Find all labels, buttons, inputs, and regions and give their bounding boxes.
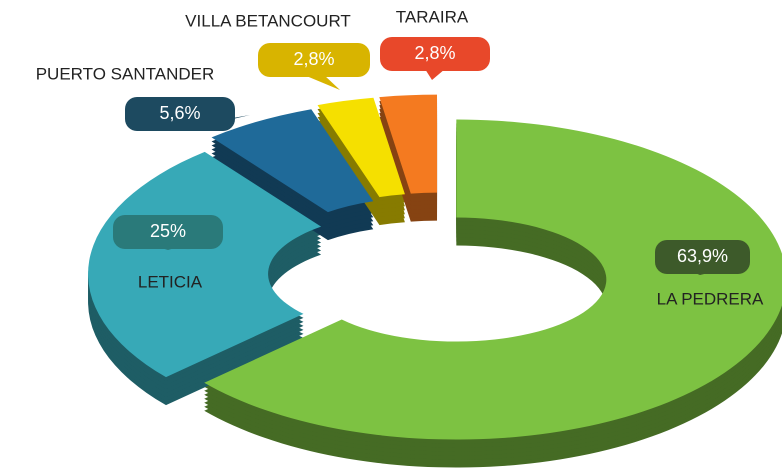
callout-box [258,43,370,77]
value-label: 5,6% [159,103,200,123]
category-label: PUERTO SANTANDER [36,64,215,83]
segment [317,97,405,198]
segment [204,119,782,440]
segment [211,109,374,213]
category-label: LA PEDRERA [657,289,764,308]
callout-box [655,240,750,274]
value-label: 63,9% [677,246,728,266]
segment [379,94,438,194]
value-label: 2,8% [293,49,334,69]
segment [88,151,322,378]
callout-box [380,37,490,71]
category-label: LETICIA [138,272,203,291]
callout-tail [304,75,340,90]
category-label: VILLA BETANCOURT [185,11,351,30]
callout-box [113,215,223,249]
callout-tail [425,69,445,80]
value-label: 25% [150,221,186,241]
callout-box [125,97,235,131]
category-label: TARAIRA [396,7,469,26]
value-label: 2,8% [414,43,455,63]
